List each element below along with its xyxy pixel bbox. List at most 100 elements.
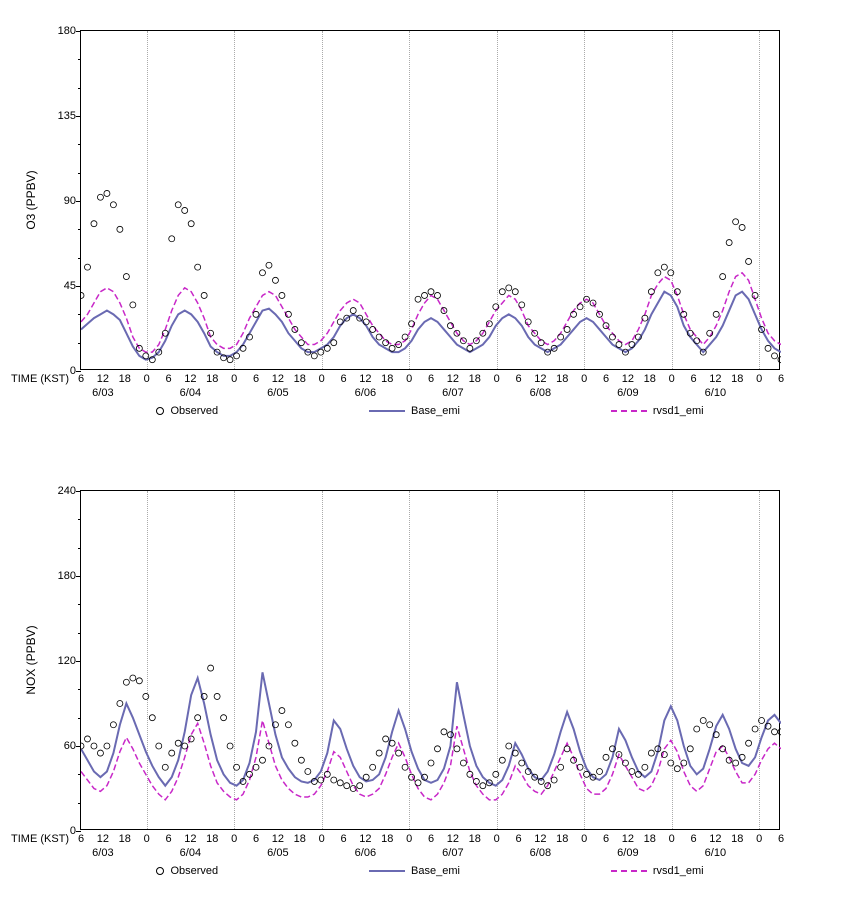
x-tick-label: 12 (359, 373, 371, 385)
y-tick-label: 180 (46, 570, 76, 582)
y-tick-label: 120 (46, 655, 76, 667)
series-line-base-emi (81, 672, 781, 785)
y-tick (76, 371, 81, 372)
x-tick-label: 0 (669, 373, 675, 385)
x-tick-label: 0 (231, 373, 237, 385)
x-tick-label: 18 (644, 373, 656, 385)
y-axis-label: O3 (PPBV) (24, 170, 38, 229)
y-tick-label: 180 (46, 25, 76, 37)
x-date-label: 6/10 (705, 387, 726, 399)
chart-legend: Observed Base_emi rvsd1_emi (81, 865, 779, 877)
x-tick-label: 12 (359, 833, 371, 845)
x-tick-label: 18 (381, 373, 393, 385)
x-tick-label: 18 (294, 373, 306, 385)
legend-item-rvsd1-emi: rvsd1_emi (611, 405, 704, 417)
x-tick-label: 6 (428, 833, 434, 845)
x-tick-label: 0 (144, 373, 150, 385)
x-tick-label: 6 (690, 833, 696, 845)
x-tick-label: 0 (406, 373, 412, 385)
x-tick-label: 6 (778, 373, 784, 385)
legend-item-rvsd1-emi: rvsd1_emi (611, 865, 704, 877)
y-axis-label: NOX (PPBV) (24, 625, 38, 694)
x-tick-label: 18 (469, 833, 481, 845)
circle-marker-icon (156, 407, 164, 415)
x-tick-label: 12 (447, 373, 459, 385)
x-tick-label: 18 (119, 833, 131, 845)
x-date-label: 6/05 (267, 847, 288, 859)
series-markers-observed (81, 190, 781, 362)
x-tick-label: 6 (603, 833, 609, 845)
x-tick-label: 0 (406, 833, 412, 845)
plot-area-nox: NOX (PPBV)060120180240612180612180612180… (80, 490, 780, 830)
x-tick-label: 6 (78, 833, 84, 845)
x-tick-label: 6 (340, 833, 346, 845)
line-solid-icon (369, 870, 405, 872)
x-tick-label: 18 (469, 373, 481, 385)
legend-item-observed: Observed (156, 865, 218, 877)
x-tick-label: 12 (97, 373, 109, 385)
x-tick-label: 12 (447, 833, 459, 845)
x-tick-label: 0 (669, 833, 675, 845)
x-tick-label: 12 (709, 373, 721, 385)
x-tick-label: 6 (515, 373, 521, 385)
chart-panel-nox: NOX (PPBV)060120180240612180612180612180… (80, 490, 780, 830)
legend-label: Observed (170, 865, 218, 877)
x-tick-label: 6 (515, 833, 521, 845)
x-tick-label: 18 (731, 833, 743, 845)
x-tick-label: 18 (644, 833, 656, 845)
x-date-label: 6/10 (705, 847, 726, 859)
x-tick-label: 6 (340, 373, 346, 385)
y-tick-label: 60 (46, 740, 76, 752)
x-tick-label: 18 (294, 833, 306, 845)
x-tick-label: 18 (206, 373, 218, 385)
x-tick-label: 6 (253, 833, 259, 845)
x-tick-label: 0 (144, 833, 150, 845)
chart-legend: Observed Base_emi rvsd1_emi (81, 405, 779, 417)
legend-label: Base_emi (411, 865, 460, 877)
x-tick-label: 12 (184, 373, 196, 385)
legend-item-base-emi: Base_emi (369, 865, 460, 877)
y-tick-label: 135 (46, 110, 76, 122)
x-date-label: 6/04 (180, 387, 201, 399)
x-axis-label: TIME (KST) (11, 373, 69, 385)
x-tick-label: 0 (756, 373, 762, 385)
x-tick-label: 0 (494, 833, 500, 845)
x-date-label: 6/03 (92, 387, 113, 399)
x-tick-label: 0 (756, 833, 762, 845)
x-date-label: 6/06 (355, 387, 376, 399)
y-tick-label: 90 (46, 195, 76, 207)
x-tick-label: 12 (709, 833, 721, 845)
line-dashed-icon (611, 870, 647, 872)
x-axis-label: TIME (KST) (11, 833, 69, 845)
x-tick-label: 0 (319, 833, 325, 845)
x-date-label: 6/05 (267, 387, 288, 399)
x-tick-label: 6 (165, 373, 171, 385)
x-tick-label: 12 (622, 833, 634, 845)
x-date-label: 6/08 (530, 847, 551, 859)
x-tick-label: 6 (428, 373, 434, 385)
x-tick-label: 12 (272, 833, 284, 845)
x-tick-label: 18 (556, 833, 568, 845)
x-date-label: 6/07 (442, 387, 463, 399)
x-tick-label: 0 (581, 833, 587, 845)
x-tick-label: 0 (581, 373, 587, 385)
x-tick-label: 6 (603, 373, 609, 385)
x-tick-label: 6 (78, 373, 84, 385)
line-solid-icon (369, 410, 405, 412)
x-tick-label: 18 (119, 373, 131, 385)
x-tick-label: 12 (184, 833, 196, 845)
plot-svg (81, 491, 781, 831)
x-date-label: 6/09 (617, 387, 638, 399)
x-tick-label: 0 (319, 373, 325, 385)
x-date-label: 6/08 (530, 387, 551, 399)
plot-svg (81, 31, 781, 371)
x-date-label: 6/04 (180, 847, 201, 859)
x-tick-label: 12 (622, 373, 634, 385)
x-tick-label: 0 (494, 373, 500, 385)
circle-marker-icon (156, 867, 164, 875)
legend-item-observed: Observed (156, 405, 218, 417)
plot-area-o3: O3 (PPBV)0459013518061218061218061218061… (80, 30, 780, 370)
legend-label: Base_emi (411, 405, 460, 417)
x-tick-label: 18 (731, 373, 743, 385)
x-tick-label: 18 (556, 373, 568, 385)
